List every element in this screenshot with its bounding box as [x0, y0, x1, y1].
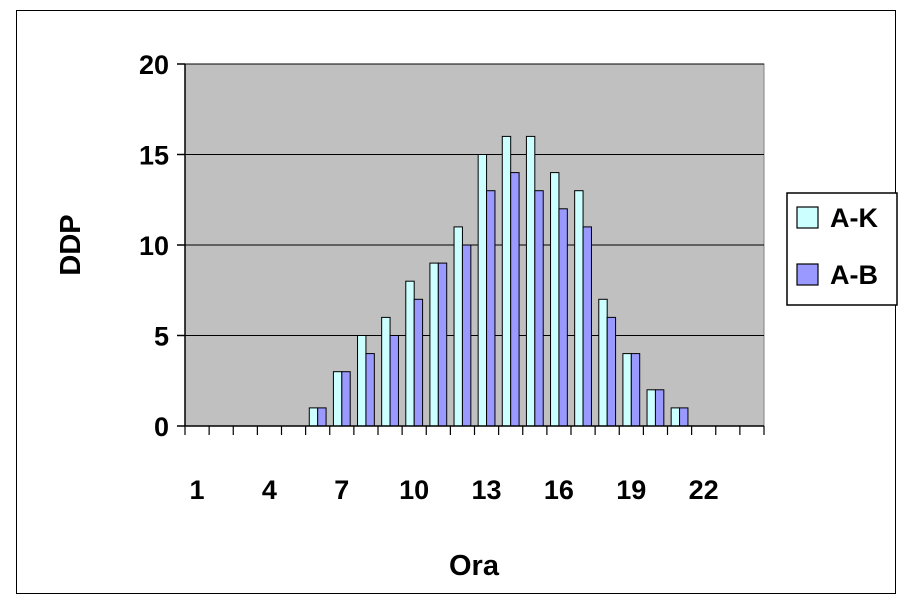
bar-a-b-14: [510, 172, 520, 427]
bar-a-k-11: [429, 262, 439, 427]
bar-a-k-10: [405, 280, 415, 427]
legend: A-K A-B: [786, 192, 898, 306]
y-tick-label-3: 15: [139, 141, 169, 171]
bar-a-b-11: [437, 262, 448, 427]
bar-a-k-8: [357, 335, 367, 427]
y-tick-label-0: 0: [154, 412, 169, 442]
bar-a-b-6: [317, 407, 327, 427]
bar-a-k-6: [308, 407, 319, 427]
bar-a-k-13: [477, 154, 488, 427]
x-tick-label-0: 1: [190, 475, 205, 505]
bar-a-k-14: [501, 135, 512, 427]
bar-a-b-9: [389, 335, 399, 427]
bar-a-b-12: [461, 244, 472, 427]
x-axis-title: Ora: [449, 550, 500, 582]
bar-a-b-8: [365, 353, 375, 427]
bar-a-b-15: [534, 190, 544, 427]
y-tick-labels: 0 5 10 15 20: [139, 50, 169, 442]
bar-a-k-9: [381, 316, 391, 427]
bar-a-k-20: [646, 389, 656, 427]
bar-a-b-21: [679, 407, 689, 427]
y-tick-label-1: 5: [154, 322, 169, 352]
x-tick-labels: 1 4 7 10 13 16 19 22: [190, 475, 719, 505]
legend-swatch-a-k: [796, 206, 819, 229]
y-tick-label-2: 10: [139, 231, 169, 261]
bar-a-b-20: [654, 389, 665, 427]
x-tick-label-2: 7: [334, 475, 349, 505]
bar-a-b-17: [582, 226, 592, 427]
bar-a-b-13: [486, 190, 496, 427]
x-tick-label-4: 13: [472, 475, 502, 505]
x-tick-label-7: 22: [689, 475, 719, 505]
x-tick-label-5: 16: [544, 475, 574, 505]
bar-a-k-17: [574, 190, 584, 427]
bars: [308, 135, 689, 427]
bar-a-k-18: [598, 298, 608, 427]
x-tick-label-6: 19: [616, 475, 646, 505]
bar-a-k-7: [332, 371, 343, 427]
y-tick-label-4: 20: [139, 50, 169, 80]
bar-a-b-18: [606, 316, 617, 427]
bar-a-k-16: [550, 172, 560, 427]
bar-a-b-7: [341, 371, 351, 427]
bar-a-k-15: [525, 135, 536, 427]
bar-a-b-10: [413, 298, 424, 427]
legend-label-a-b: A-B: [830, 260, 878, 290]
bar-a-b-19: [630, 353, 641, 427]
x-tick-label-3: 10: [399, 475, 429, 505]
axes: [177, 63, 765, 435]
bar-a-k-21: [670, 407, 681, 427]
legend-label-a-k: A-K: [830, 203, 878, 233]
bar-a-b-16: [558, 208, 568, 427]
bar-a-k-12: [453, 226, 463, 427]
x-tick-label-1: 4: [262, 475, 277, 505]
legend-swatch-a-b: [796, 263, 819, 286]
gridlines: [185, 63, 764, 336]
bar-a-k-19: [622, 353, 632, 427]
y-axis-title: DDP: [55, 214, 87, 275]
